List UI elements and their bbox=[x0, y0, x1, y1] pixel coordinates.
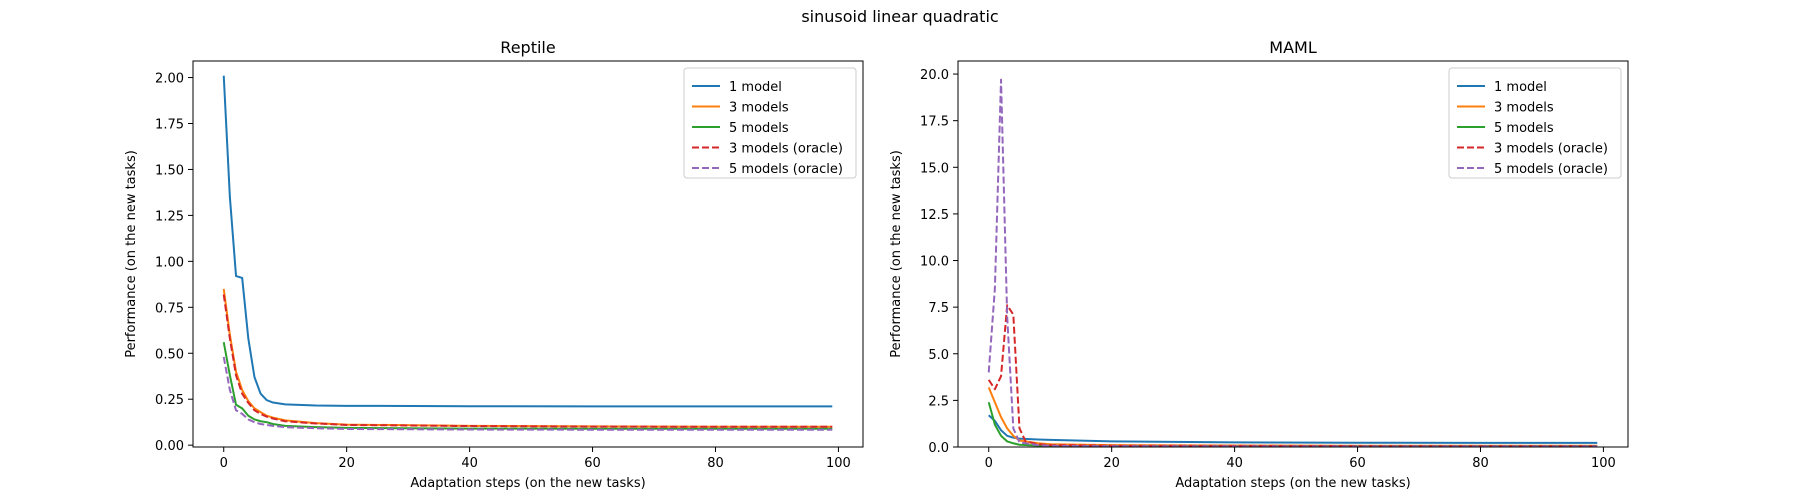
reptile-x-tick-label: 60 bbox=[584, 456, 601, 471]
maml-series-line-5 bbox=[987, 78, 1598, 447]
maml-y-axis-label: Performance (on the new tasks) bbox=[889, 150, 904, 358]
maml-y-tick-label: 10.0 bbox=[920, 255, 949, 270]
maml-panel: MAML 0 20 40 60 80 100 0.0 2.5 5.0 7.5 10.0 12.5 15.0… bbox=[889, 38, 1629, 491]
maml-legend-label-2: 3 models bbox=[1494, 101, 1554, 116]
reptile-series-line-5 bbox=[222, 356, 833, 431]
maml-title: MAML bbox=[1269, 38, 1317, 57]
maml-legend-label-5: 5 models (oracle) bbox=[1494, 162, 1608, 177]
reptile-x-tick-label: 20 bbox=[338, 456, 355, 471]
reptile-title: Reptile bbox=[500, 38, 555, 57]
maml-axes-frame bbox=[957, 60, 1629, 448]
reptile-legend-label-5: 5 models (oracle) bbox=[729, 162, 843, 177]
reptile-y-tick-label: 1.75 bbox=[155, 117, 184, 132]
reptile-y-tick-label: 2.00 bbox=[155, 72, 184, 87]
reptile-legend-box bbox=[683, 67, 857, 179]
reptile-y-tick-label: 1.50 bbox=[155, 163, 184, 178]
maml-legend-box bbox=[1448, 67, 1622, 179]
maml-y-tick-label: 15.0 bbox=[920, 161, 949, 176]
maml-legend-label-4: 3 models (oracle) bbox=[1494, 142, 1608, 157]
maml-x-tick-label: 20 bbox=[1103, 456, 1120, 471]
reptile-series-line-1 bbox=[222, 75, 833, 408]
maml-y-tick-label: 0.0 bbox=[928, 441, 949, 456]
reptile-series-line-4 bbox=[222, 294, 833, 428]
maml-legend: 1 model 3 models 5 models 3 models (oracle)… bbox=[1448, 67, 1622, 179]
reptile-y-tick-label: 1.00 bbox=[155, 255, 184, 270]
maml-y-tick-label: 2.5 bbox=[928, 394, 949, 409]
figure-suptitle: sinusoid linear quadratic bbox=[801, 7, 998, 26]
maml-series-line-1 bbox=[988, 414, 1598, 444]
reptile-x-tick-label: 80 bbox=[707, 456, 724, 471]
reptile-legend-label-4: 3 models (oracle) bbox=[729, 142, 843, 157]
maml-x-tick-label: 80 bbox=[1472, 456, 1489, 471]
reptile-legend-label-1: 1 model bbox=[729, 80, 782, 95]
maml-legend-label-1: 1 model bbox=[1494, 80, 1547, 95]
reptile-y-tick-label: 0.50 bbox=[155, 347, 184, 362]
maml-y-tick-label: 17.5 bbox=[920, 115, 949, 130]
maml-x-tick-label: 0 bbox=[985, 456, 993, 471]
reptile-legend-label-2: 3 models bbox=[729, 101, 789, 116]
reptile-axes-frame bbox=[192, 60, 864, 448]
maml-y-tick-label: 7.5 bbox=[928, 301, 949, 316]
maml-y-tick-label: 20.0 bbox=[920, 68, 949, 83]
maml-y-tick-label: 5.0 bbox=[928, 348, 949, 363]
maml-y-tick-label: 12.5 bbox=[920, 208, 949, 223]
maml-legend-label-3: 5 models bbox=[1494, 121, 1554, 136]
reptile-x-axis-label: Adaptation steps (on the new tasks) bbox=[410, 476, 645, 491]
maml-x-tick-label: 40 bbox=[1226, 456, 1243, 471]
reptile-legend-label-3: 5 models bbox=[729, 121, 789, 136]
maml-x-axis-label: Adaptation steps (on the new tasks) bbox=[1175, 476, 1410, 491]
reptile-y-tick-label: 0.75 bbox=[155, 301, 184, 316]
reptile-y-tick-label: 0.00 bbox=[155, 439, 184, 454]
reptile-x-tick-label: 0 bbox=[220, 456, 228, 471]
maml-series-line-4 bbox=[987, 304, 1598, 447]
reptile-y-tick-label: 1.25 bbox=[155, 209, 184, 224]
reptile-legend: 1 model 3 models 5 models 3 models (oracle)… bbox=[683, 67, 857, 179]
reptile-x-tick-label: 100 bbox=[826, 456, 851, 471]
reptile-y-tick-label: 0.25 bbox=[155, 393, 184, 408]
reptile-series-group bbox=[222, 75, 833, 431]
reptile-y-axis-label: Performance (on the new tasks) bbox=[124, 150, 139, 358]
maml-series-group bbox=[987, 78, 1598, 447]
maml-x-tick-label: 100 bbox=[1591, 456, 1616, 471]
reptile-x-tick-label: 40 bbox=[461, 456, 478, 471]
maml-x-tick-label: 60 bbox=[1349, 456, 1366, 471]
reptile-panel: Reptile 0 20 40 60 80 100 0.00 0.25 0.50 0.75 1.00 1… bbox=[124, 38, 864, 491]
